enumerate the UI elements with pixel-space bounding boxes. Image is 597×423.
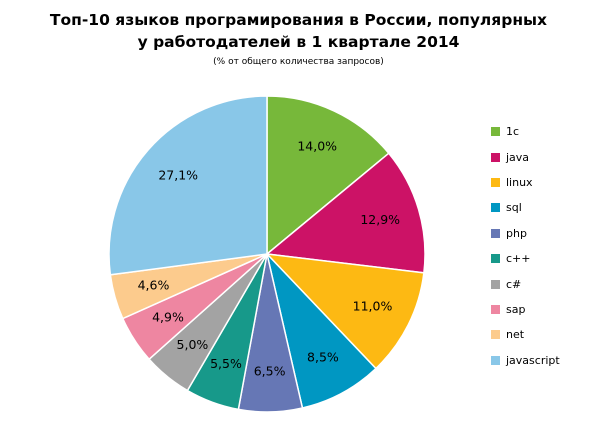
legend-swatch <box>491 203 500 213</box>
legend-swatch <box>491 228 500 238</box>
data-label: 27,1% <box>158 168 198 183</box>
legend-item: java <box>491 144 591 169</box>
legend-item: javascript <box>491 348 591 373</box>
legend-item: linux <box>491 170 591 195</box>
data-label: 12,9% <box>360 212 400 227</box>
legend-label: javascript <box>506 353 560 367</box>
pie-slice-java <box>265 152 426 274</box>
legend-swatch <box>491 330 500 340</box>
legend-swatch <box>491 177 500 187</box>
pie-slice-linux <box>265 253 425 370</box>
data-label: 6,5% <box>254 364 286 379</box>
data-label: 11,0% <box>353 298 393 313</box>
legend-label: net <box>506 328 525 342</box>
data-label: 8,5% <box>307 349 339 364</box>
legend-swatch <box>491 254 500 264</box>
pie-slice-javascript <box>108 95 268 276</box>
legend-label: java <box>506 150 530 164</box>
legend-item: php <box>491 221 591 246</box>
legend-label: php <box>506 226 527 240</box>
legend-label: c++ <box>506 252 531 266</box>
legend-item: sap <box>491 297 591 322</box>
legend-label: linux <box>506 175 533 189</box>
legend-item: sql <box>491 195 591 220</box>
legend-swatch <box>491 304 500 314</box>
legend-swatch <box>491 279 500 289</box>
chart-title: Топ-10 языков програмирования в России, … <box>49 11 548 51</box>
data-label: 5,5% <box>210 356 242 371</box>
legend-item: c++ <box>491 246 591 271</box>
chart-subtitle: (% от общего количества запросов) <box>213 57 384 67</box>
legend-swatch <box>491 355 500 365</box>
legend-item: net <box>491 322 591 347</box>
legend-item: 1c <box>491 119 591 144</box>
pie-labels: 14,0% 12,9% 11,0% 8,5% 6,5% 5,5%5,0% 4,9% 4,6% 2… <box>138 139 401 379</box>
data-label: 14,0% <box>297 139 337 154</box>
data-label: 4,9% <box>152 310 184 325</box>
legend-label: c# <box>506 277 522 291</box>
pie-slice-1c <box>266 95 390 256</box>
legend-swatch <box>491 127 500 137</box>
legend-swatch <box>491 152 500 162</box>
legend-label: 1c <box>506 125 520 139</box>
legend-label: sql <box>506 201 522 215</box>
legend-label: sap <box>506 302 526 316</box>
data-label: 4,6% <box>138 278 170 293</box>
legend: 1c java linux sql php c++ c# sap net javascript <box>491 119 591 373</box>
pie-slices <box>108 95 426 413</box>
legend-item: c# <box>491 271 591 296</box>
data-label: 5,0% <box>177 337 209 352</box>
